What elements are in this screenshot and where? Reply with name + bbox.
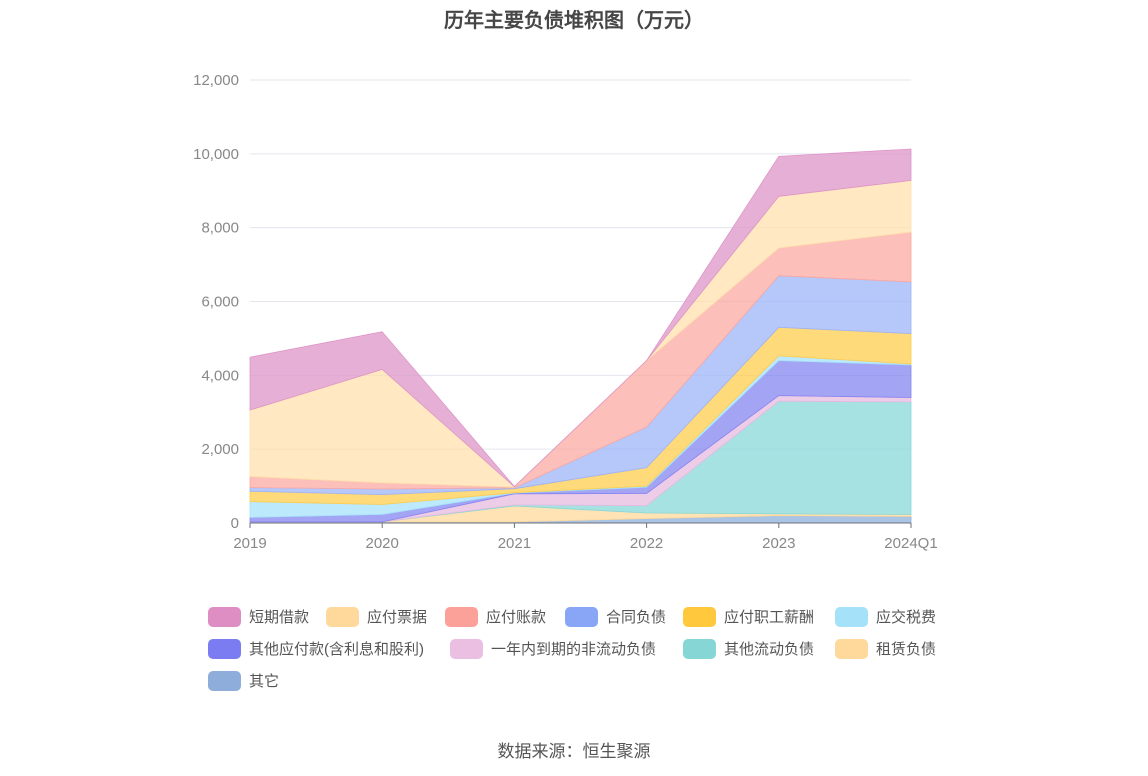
legend-swatch (445, 606, 478, 627)
y-tick-label: 6,000 (201, 294, 239, 311)
legend-item[interactable]: 合同负债 (565, 606, 666, 627)
legend-label: 其他应付款(含利息和股利) (249, 641, 424, 658)
x-tick-label: 2023 (762, 535, 795, 552)
legend-item[interactable]: 一年内到期的非流动负债 (450, 638, 656, 659)
area-series (249, 148, 912, 524)
y-tick-label: 8,000 (201, 220, 239, 237)
x-tick-label: 2021 (498, 535, 531, 552)
chart-title: 历年主要负债堆积图（万元） (444, 10, 704, 32)
y-tick-label: 0 (231, 515, 239, 532)
legend-item[interactable]: 短期借款 (208, 606, 309, 627)
legend-swatch (683, 638, 716, 659)
legend-label: 应付账款 (486, 609, 547, 626)
x-tick-label: 2024Q1 (884, 535, 937, 552)
x-axis (249, 522, 912, 528)
legend-label: 一年内到期的非流动负债 (491, 641, 657, 658)
x-tick-label: 2022 (630, 535, 663, 552)
y-tick-label: 4,000 (201, 367, 239, 384)
y-tick-label: 2,000 (201, 441, 239, 458)
y-tick-label: 10,000 (193, 146, 239, 163)
legend-swatch (835, 606, 868, 627)
legend-label: 应付职工薪酬 (724, 609, 815, 626)
legend-swatch (208, 638, 241, 659)
legend-label: 短期借款 (249, 609, 310, 626)
legend-item[interactable]: 应交税费 (835, 606, 936, 627)
legend-swatch (450, 638, 483, 659)
data-source: 数据来源：恒生聚源 (497, 742, 651, 761)
legend-swatch (208, 670, 241, 691)
y-axis-labels: 0 2,000 4,000 6,000 8,000 10,000 12,000 (193, 72, 239, 532)
legend-swatch (565, 606, 598, 627)
x-tick-label: 2020 (366, 535, 399, 552)
legend-label: 其他流动负债 (724, 641, 815, 658)
x-tick-label: 2019 (233, 535, 266, 552)
legend-label: 合同负债 (606, 609, 667, 626)
x-axis-labels: 2019 2020 2021 2022 2023 2024Q1 (233, 535, 937, 552)
legend-item[interactable]: 租赁负债 (835, 638, 936, 659)
legend-label: 应交税费 (876, 609, 937, 626)
legend-item[interactable]: 其他流动负债 (683, 638, 814, 659)
legend-label: 应付票据 (367, 609, 428, 626)
legend-item[interactable]: 应付账款 (445, 606, 546, 627)
legend-label: 租赁负债 (876, 641, 937, 658)
legend-swatch (326, 606, 359, 627)
legend-item[interactable]: 其他应付款(含利息和股利) (208, 638, 424, 659)
legend-swatch (683, 606, 716, 627)
legend-swatch (208, 606, 241, 627)
legend-item[interactable]: 应付票据 (326, 606, 427, 627)
legend-label: 其它 (249, 673, 280, 690)
y-tick-label: 12,000 (193, 72, 239, 89)
legend-item[interactable]: 应付职工薪酬 (683, 606, 814, 627)
area-series-短期借款 (249, 148, 912, 488)
legend-item[interactable]: 其它 (208, 670, 279, 691)
legend-swatch (835, 638, 868, 659)
